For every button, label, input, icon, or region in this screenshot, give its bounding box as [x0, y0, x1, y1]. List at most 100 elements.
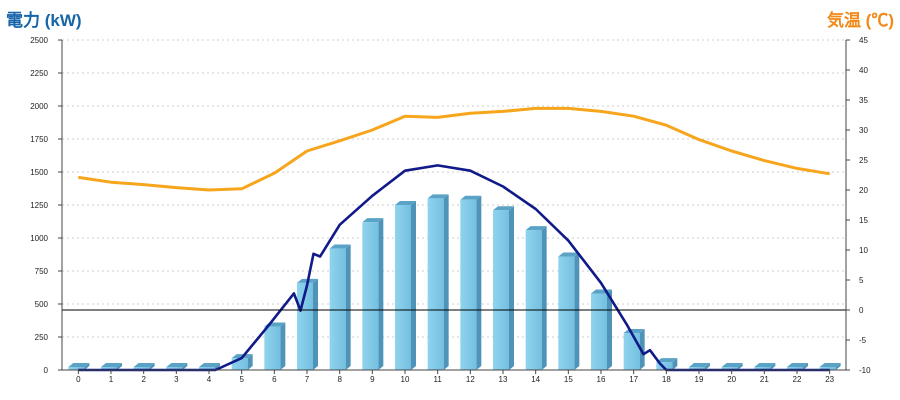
right-tick-label: 5 — [859, 276, 864, 285]
power-bar-side — [835, 363, 841, 370]
x-tick-label: 10 — [401, 375, 410, 384]
power-bar-front — [493, 210, 509, 370]
power-bar-front — [819, 367, 836, 370]
power-bar — [591, 289, 612, 370]
power-bar-side — [182, 363, 188, 370]
power-bar — [558, 252, 580, 370]
left-tick-label: 2500 — [30, 36, 48, 45]
left-tick-label: 0 — [44, 366, 49, 375]
power-bar-side — [378, 218, 384, 370]
power-bar-top — [754, 363, 776, 367]
power-bar-front — [264, 326, 281, 370]
power-bar-side — [411, 201, 416, 370]
power-bar-top — [656, 358, 678, 363]
x-tick-label: 11 — [434, 375, 443, 384]
power-bar-side — [280, 322, 286, 370]
power-bar-front — [558, 256, 575, 370]
power-bar-side — [541, 226, 547, 370]
power-bars — [68, 194, 841, 370]
power-bar — [656, 358, 678, 370]
power-bar-top — [558, 252, 580, 257]
power-bar — [689, 363, 710, 370]
power-bar — [101, 363, 122, 370]
x-tick-label: 2 — [141, 375, 146, 384]
power-bar — [460, 195, 482, 370]
power-bar-side — [84, 363, 90, 370]
power-bar-top — [787, 363, 808, 367]
x-tick-label: 23 — [825, 375, 834, 384]
power-bar-top — [362, 218, 384, 223]
power-bar-top — [493, 206, 514, 211]
power-bar — [329, 244, 351, 370]
right-tick-label: 45 — [859, 36, 868, 45]
x-tick-label: 18 — [662, 375, 671, 384]
power-bar-side — [345, 244, 351, 370]
power-bar-front — [395, 205, 411, 370]
x-tick-label: 5 — [239, 375, 244, 384]
x-tick-label: 6 — [272, 375, 277, 384]
power-bar-side — [443, 194, 449, 370]
x-tick-label: 17 — [629, 375, 638, 384]
left-tick-label: 2000 — [30, 102, 48, 111]
power-bar-front — [656, 362, 673, 370]
x-tick-label: 22 — [793, 375, 802, 384]
power-bar-top — [525, 226, 547, 231]
right-tick-label: 20 — [859, 186, 868, 195]
right-tick-label: 25 — [859, 156, 868, 165]
power-bar-top — [133, 363, 155, 367]
right-tick-label: -10 — [859, 366, 871, 375]
x-tick-label: 1 — [109, 375, 114, 384]
right-axis-title: 気温 (℃) — [826, 11, 894, 30]
power-bar-side — [509, 206, 514, 370]
power-bar — [133, 363, 155, 370]
power-bar — [754, 363, 776, 370]
power-bar-side — [803, 363, 808, 370]
x-tick-label: 9 — [370, 375, 375, 384]
power-bar — [427, 194, 449, 370]
power-bar-side — [574, 252, 580, 370]
power-bar-front — [329, 248, 346, 370]
power-bar-top — [460, 195, 482, 200]
power-bar — [166, 363, 188, 370]
left-tick-label: 1500 — [30, 168, 48, 177]
left-tick-label: 1750 — [30, 135, 48, 144]
power-bar-top — [166, 363, 188, 367]
x-tick-label: 14 — [531, 375, 540, 384]
power-bar-front — [231, 358, 248, 370]
power-bar — [787, 363, 808, 370]
power-bar-front — [689, 367, 705, 370]
power-bar-front — [721, 367, 738, 370]
power-bar — [493, 206, 514, 370]
power-bar — [264, 322, 286, 370]
power-bar-front — [591, 293, 607, 370]
right-tick-label: -5 — [859, 336, 867, 345]
left-tick-label: 1000 — [30, 234, 48, 243]
power-bar — [525, 226, 547, 370]
power-bar-side — [149, 363, 155, 370]
power-bar-side — [737, 363, 743, 370]
power-bar-top — [68, 363, 90, 367]
axes: 02505007501000125015001750200022502500-1… — [30, 36, 871, 384]
x-tick-label: 12 — [466, 375, 475, 384]
power-bar-front — [133, 367, 150, 370]
power-bar-side — [117, 363, 122, 370]
power-bar — [362, 218, 384, 370]
power-bar-front — [68, 367, 85, 370]
power-bar-front — [166, 367, 183, 370]
x-tick-label: 20 — [727, 375, 736, 384]
right-tick-label: 10 — [859, 246, 868, 255]
x-tick-label: 16 — [597, 375, 606, 384]
power-bar-top — [819, 363, 841, 367]
power-bar — [721, 363, 743, 370]
x-tick-label: 15 — [564, 375, 573, 384]
right-tick-label: 35 — [859, 96, 868, 105]
power-bar-top — [395, 201, 416, 205]
power-bar — [819, 363, 841, 370]
x-tick-label: 0 — [76, 375, 81, 384]
power-bar-front — [623, 333, 640, 370]
left-axis-title: 電力 (kW) — [6, 11, 82, 30]
power-bar-top — [199, 363, 220, 367]
power-bar-top — [689, 363, 710, 367]
power-bar — [297, 278, 318, 370]
power-bar — [395, 201, 416, 370]
